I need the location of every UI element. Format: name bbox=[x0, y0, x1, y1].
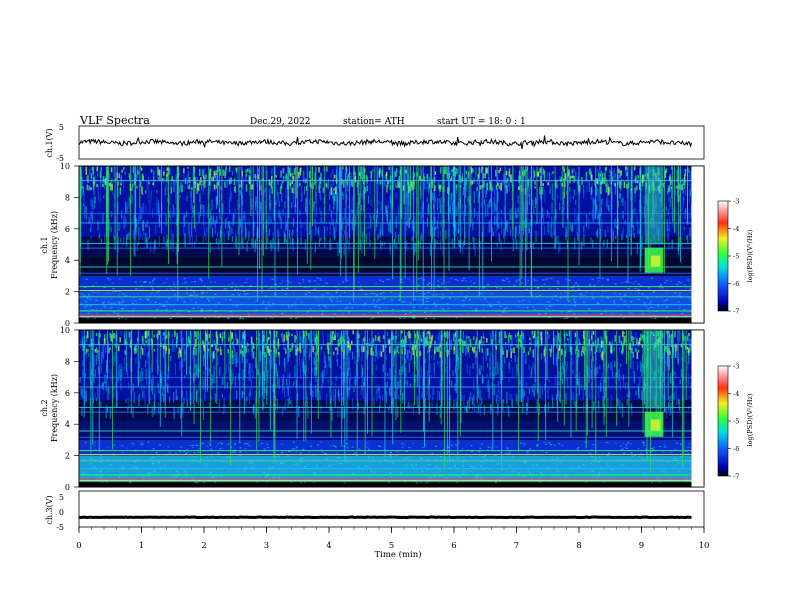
tx-line-11 bbox=[79, 474, 692, 476]
ytick-2-5: 10 bbox=[60, 326, 70, 335]
ch2-spectrogram bbox=[79, 330, 704, 487]
ytick-2-2: 4 bbox=[65, 420, 70, 429]
ytick-2-1: 2 bbox=[65, 452, 70, 461]
date-label: Dec.29, 2022 bbox=[250, 117, 311, 127]
ch1-spectrogram-panel: 0 2 4 6 8 10 ch.1 Frequency (kHz) bbox=[40, 162, 705, 328]
xtick-0: 0 bbox=[76, 541, 81, 551]
tx-line-4 bbox=[79, 247, 692, 249]
ch3-ytick-mid: 0 bbox=[59, 508, 64, 517]
ch1-ytick-bottom: -5 bbox=[56, 154, 64, 163]
figure-title: VLF Spectra bbox=[79, 114, 150, 127]
ytick-1-2: 4 bbox=[65, 256, 70, 265]
cbtick-2-4: -7 bbox=[733, 473, 739, 481]
band-quiet bbox=[79, 236, 692, 258]
ytick-1-5: 10 bbox=[60, 162, 70, 171]
band-mid bbox=[79, 257, 692, 276]
cbtick-1-2: -5 bbox=[733, 253, 739, 261]
xtick-1: 1 bbox=[139, 541, 144, 551]
tx-line-10 bbox=[79, 304, 692, 306]
tx-line-8 bbox=[79, 290, 692, 292]
cbtick-2-3: -6 bbox=[733, 445, 739, 453]
ytick-1-0: 0 bbox=[65, 319, 70, 328]
ch2-colorbar: -3 -4 -5 -6 -7 log(PSD)(V²/Hz) bbox=[717, 363, 754, 481]
xtick-10: 10 bbox=[699, 541, 710, 551]
cbtick-1-3: -6 bbox=[733, 280, 739, 288]
x-axis-label: Time (min) bbox=[374, 549, 421, 560]
ytick-1-1: 2 bbox=[65, 288, 70, 297]
tx-line-9 bbox=[79, 460, 692, 462]
start-time-label: start UT = 18: 0 : 1 bbox=[437, 117, 526, 127]
ch3-ytick-bottom: -5 bbox=[56, 523, 64, 532]
ch2-spec-ylabel-top: ch.2 bbox=[40, 399, 49, 416]
ch2-colorbar-label: log(PSD)(V²/Hz) bbox=[746, 393, 754, 446]
cbtick-2-1: -4 bbox=[733, 390, 739, 398]
time-axis: 0 1 2 3 4 5 6 7 8 9 10 bbox=[76, 527, 709, 551]
ch1-trace bbox=[78, 135, 692, 150]
tx-line-0 bbox=[79, 180, 692, 182]
tx-line-5 bbox=[79, 266, 692, 268]
tx-line-6 bbox=[79, 272, 692, 274]
ch1-colorbar-label: log(PSD)(V²/Hz) bbox=[746, 229, 754, 282]
ytick-1-4: 8 bbox=[65, 193, 70, 202]
tx-line-7 bbox=[79, 286, 692, 288]
ch1-voltage-panel: 5 -5 ch.1(V) bbox=[45, 123, 705, 163]
ch3-trace bbox=[79, 515, 692, 520]
tx-line-13 bbox=[79, 315, 692, 317]
ch3-ylabel: ch.3(V) bbox=[45, 495, 54, 524]
cbtick-1-0: -3 bbox=[733, 198, 739, 206]
ytick-2-3: 6 bbox=[65, 389, 70, 398]
tx-line-11 bbox=[79, 310, 692, 312]
tx-line-3 bbox=[79, 242, 692, 244]
ch1-ylabel: ch.1(V) bbox=[45, 128, 54, 157]
ytick-1-3: 6 bbox=[65, 225, 70, 234]
cbtick-2-2: -5 bbox=[733, 418, 739, 426]
ch1-colorbar: -3 -4 -5 -6 -7 log(PSD)(V²/Hz) bbox=[717, 198, 754, 316]
band-floor bbox=[79, 482, 692, 487]
ch1-spec-ylabel-top: ch.1 bbox=[40, 236, 49, 253]
band-floor bbox=[79, 318, 692, 323]
xtick-5: 5 bbox=[389, 541, 394, 551]
ch1-spectrogram bbox=[79, 166, 704, 323]
xtick-6: 6 bbox=[451, 541, 456, 551]
tx-line-10 bbox=[79, 468, 692, 470]
ch1-ytick-top: 5 bbox=[59, 123, 64, 132]
station-label: station= ATH bbox=[343, 117, 405, 127]
tx-line-13 bbox=[79, 479, 692, 481]
cbtick-1-4: -7 bbox=[733, 308, 739, 316]
tx-line-12 bbox=[79, 478, 692, 480]
tx-line-9 bbox=[79, 296, 692, 298]
xtick-4: 4 bbox=[326, 541, 331, 551]
ch2-spec-ylabel: Frequency (kHz) bbox=[50, 374, 59, 442]
xtick-8: 8 bbox=[576, 541, 581, 551]
tx-line-2 bbox=[79, 222, 692, 224]
xtick-2: 2 bbox=[201, 541, 206, 551]
ch3-voltage-panel: 5 0 -5 ch.3(V) bbox=[45, 490, 705, 532]
ch2-spectrogram-panel: 0 2 4 6 8 10 ch.2 Frequency (kHz) bbox=[40, 326, 705, 492]
ch1-spec-ylabel: Frequency (kHz) bbox=[50, 211, 59, 279]
ytick-2-0: 0 bbox=[65, 483, 70, 492]
tx-line-1 bbox=[79, 213, 692, 215]
xtick-9: 9 bbox=[639, 541, 644, 551]
cbtick-2-0: -3 bbox=[733, 363, 739, 371]
cbtick-1-1: -4 bbox=[733, 225, 739, 233]
ch3-ytick-top: 5 bbox=[59, 493, 64, 502]
tx-line-12 bbox=[79, 314, 692, 316]
ytick-2-4: 8 bbox=[65, 357, 70, 366]
xtick-7: 7 bbox=[514, 541, 519, 551]
xtick-3: 3 bbox=[264, 541, 269, 551]
